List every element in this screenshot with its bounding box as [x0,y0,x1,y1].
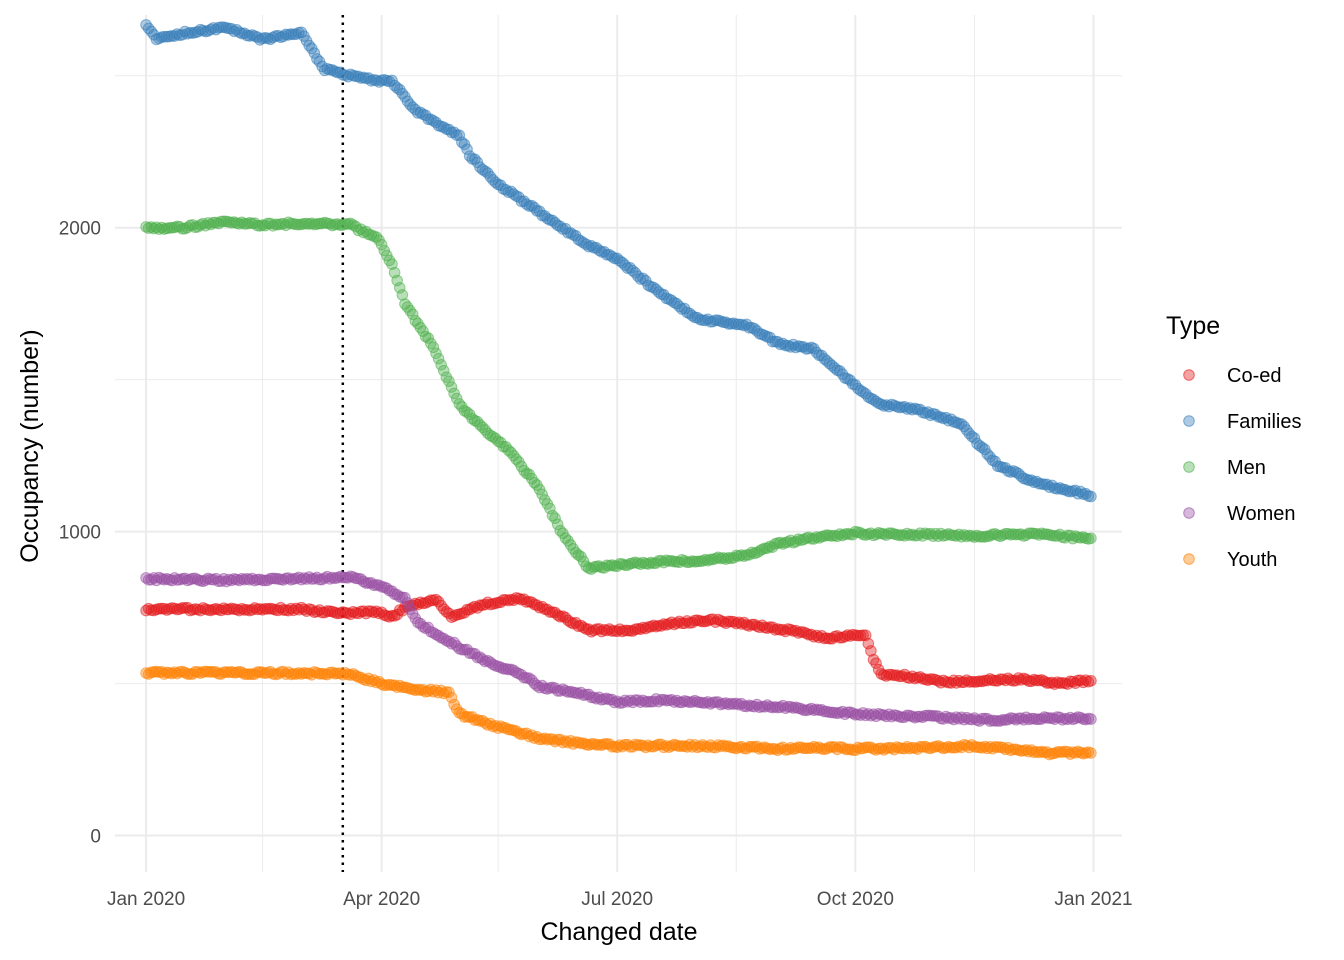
data-point [396,289,409,301]
data-point [391,274,403,287]
data-point [445,691,458,704]
data-point [461,143,473,156]
y-axis-title: Occupancy (number) [16,329,44,562]
legend: Type Co-ed Families Men Women Youth [1166,312,1301,571]
series-families [140,19,1097,503]
data-point [427,341,440,354]
legend-label: Co-ed [1227,365,1281,387]
data-point [536,488,548,501]
data-point [430,347,442,360]
data-point [435,359,447,371]
y-tick-label: 2000 [59,219,101,240]
data-point [432,352,445,365]
x-tick-label: Jan 2020 [107,889,185,910]
legend-key [1183,553,1195,565]
series-co-ed [140,592,1097,690]
data-point [401,597,414,609]
data-point [375,238,388,251]
data-point [544,502,556,515]
legend-label: Men [1227,457,1266,479]
legend-key [1183,461,1195,473]
series-women [140,570,1097,727]
data-point [386,258,398,270]
data-point [393,282,406,294]
x-tick-label: Apr 2020 [343,889,420,910]
data-point [1085,747,1097,759]
data-point [857,629,869,642]
y-tick-label: 0 [90,827,101,848]
legend-label: Families [1227,411,1301,433]
x-tick-label: Jan 2021 [1054,889,1132,910]
data-point [437,364,450,377]
data-point [453,129,466,141]
legend-key [1183,507,1195,519]
data-point [443,375,455,387]
data-point [870,657,882,670]
grid-lines [115,15,1122,872]
x-tick-label: Oct 2020 [817,889,894,910]
data-point [1085,532,1097,545]
legend-label: Youth [1227,549,1277,571]
data-point [450,392,463,405]
data-point [422,332,435,344]
y-tick-label: 1000 [59,523,101,544]
legend-key [1183,415,1195,427]
legend-key [1183,369,1195,381]
series-youth [140,665,1097,761]
data-points [140,19,1097,761]
data-point [443,686,455,699]
x-tick-labels: Jan 2020 Apr 2020 Jul 2020 Oct 2020 Jan 2021 [107,889,1133,910]
data-point [549,512,561,525]
x-tick-label: Jul 2020 [581,889,653,910]
data-point [445,381,458,393]
data-point [1085,674,1097,687]
series-men [140,215,1097,575]
legend-label: Women [1227,503,1296,525]
data-point [1085,713,1097,725]
x-axis-title: Changed date [540,918,697,946]
data-point [1085,490,1097,503]
data-point [406,308,419,321]
data-point [865,645,877,657]
y-tick-labels: 0 1000 2000 [59,219,101,848]
legend-title: Type [1166,312,1220,340]
data-point [551,518,564,531]
data-point [308,47,321,59]
data-point [862,637,875,650]
